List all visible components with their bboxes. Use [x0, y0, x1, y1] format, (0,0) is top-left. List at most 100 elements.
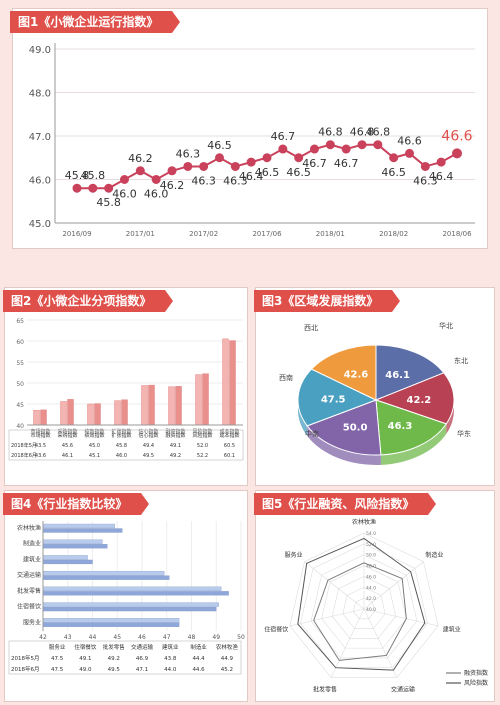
fig4-xtick-label: 50 [237, 634, 245, 641]
fig5-rtick-label: 54.0 [366, 531, 376, 537]
fig2-ytick-label: 60 [16, 339, 24, 346]
fig1-value-label: 46.4 [429, 170, 454, 183]
fig3-slice-value: 42.6 [344, 369, 369, 380]
fig4-bar [42, 539, 103, 544]
fig1-panel: 图1《小微企业运行指数》 45.0 46.0 47.0 48.0 49.0 2016/09… [10, 8, 488, 249]
fig2-table-cell: 43.6 [35, 453, 46, 459]
fig1-point [373, 140, 383, 150]
fig4-category-label: 农林牧渔 [17, 524, 41, 532]
fig3-pie-chart: 46.1 华北 42.2 东北 46.3 华东 50.0 中南 47.5 西南 42.6 西北 [279, 321, 471, 465]
fig3-slice-name: 西南 [279, 373, 293, 382]
fig4-table-cell: 49.2 [108, 656, 120, 662]
fig5-axis-line [363, 561, 424, 610]
fig5-axis-label: 农林牧渔 [352, 518, 376, 526]
fig3-panel: 图3《区域发展指数》 46.1 华北 42.2 东北 46.3 华东 50.0 中南 47.5 西… [254, 287, 495, 486]
fig5-axis-line [330, 608, 365, 678]
fig1-point [405, 148, 414, 158]
fig1-point [420, 161, 430, 171]
fig1-point [278, 144, 288, 154]
fig2-table-header: 风险指数 [192, 432, 212, 439]
fig4-xtick-label: 47 [163, 634, 171, 641]
fig4-table-header: 服务业 [49, 643, 66, 651]
fig1-point [341, 144, 351, 154]
fig1-xtick-label: 2017/06 [252, 230, 282, 238]
fig1-value-label: 46.3 [176, 147, 201, 160]
fig4-table-cell: 47.5 [51, 656, 64, 662]
fig2-ytick-label: 65 [16, 318, 24, 325]
fig2-ytick-label: 45 [16, 402, 24, 409]
fig3-slice [310, 344, 377, 401]
fig1-point [215, 153, 224, 163]
fig2-table-cell: 52.2 [197, 453, 208, 459]
fig2-table-header: 绩效指数 [84, 432, 104, 439]
fig2-bar [168, 386, 175, 426]
fig4-table-cell: 45.2 [221, 667, 233, 673]
fig1-value-label: 46.5 [286, 166, 311, 179]
fig4-table-frame [8, 640, 242, 675]
fig1-ytick-label: 46.0 [29, 176, 51, 187]
fig4-table-header: 农林牧渔 [216, 643, 239, 651]
fig1-value-label: 46.6 [441, 128, 472, 144]
fig1-point [167, 166, 177, 176]
fig2-bar [121, 399, 128, 426]
fig2-table-cell: 49.1 [170, 443, 181, 449]
fig4-table-header: 制造业 [190, 643, 207, 651]
fig2-table-cell: 49.4 [143, 443, 154, 449]
fig2-table-cell: 46.0 [116, 453, 127, 459]
fig2-bar-chart: 40 45 50 55 60 65 市场指数 采购指数 绩效指数 扩张指数 信心指数 融资指数 风险指数… [8, 318, 244, 461]
fig5-grid-ring [331, 576, 397, 639]
fig2-title: 图2《小微企业分项指数》 [3, 290, 174, 312]
fig4-table-cell: 44.4 [192, 656, 205, 662]
fig4-table-cell: 49.0 [79, 667, 92, 673]
fig3-slice-value: 50.0 [343, 422, 368, 433]
fig1-value-label: 46.3 [223, 174, 248, 187]
fig5-rtick-label: 52.0 [366, 542, 376, 548]
fig2-table-cell: 49.2 [170, 453, 181, 459]
fig2-panel: 图2《小微企业分项指数》 40 45 50 55 60 65 市场指数 采购指数 绩效指数 扩张指… [3, 287, 248, 486]
fig2-table-cell: 45.8 [116, 443, 127, 449]
fig1-xtick-label: 2018/06 [442, 230, 472, 238]
fig4-xtick-label: 49 [212, 634, 220, 641]
fig4-xtick-label: 43 [64, 634, 72, 641]
fig1-value-label: 46.7 [302, 157, 327, 170]
fig4-bar [42, 602, 219, 607]
fig2-table-cell: 52.0 [197, 443, 208, 449]
fig1-value-label: 46.6 [397, 134, 422, 147]
fig2-bar [195, 374, 202, 426]
fig4-hbar-chart: 42 43 44 45 46 47 48 49 50农林牧渔制造业建筑业交通运输批发零售住宿餐饮… [8, 521, 245, 675]
fig1-point [357, 140, 367, 150]
fig2-bar [67, 399, 74, 426]
fig4-table-header: 批发零售 [103, 643, 125, 651]
fig2-category-label: 成本指数 [219, 428, 239, 435]
fig2-table-cell: 45.0 [89, 443, 100, 449]
fig5-grid-ring [353, 597, 375, 620]
fig4-xtick-label: 48 [188, 634, 196, 641]
fig3-slice [375, 344, 445, 401]
fig4-bar [42, 559, 93, 565]
fig1-value-label: 46.8 [350, 126, 375, 139]
fig1-value-label: 46.2 [128, 152, 153, 165]
fig4-xtick-label: 44 [89, 634, 97, 641]
fig1-point [246, 157, 256, 167]
fig3-slice [297, 368, 378, 427]
fig5-rtick-label: 46.0 [366, 574, 376, 580]
fig4-category-label: 住宿餐饮 [17, 603, 41, 611]
fig3-title: 图3《区域发展指数》 [254, 290, 401, 312]
fig2-table-cell: 2018年5月 [11, 442, 37, 449]
fig5-axis-label: 住宿餐饮 [264, 626, 288, 634]
fig4-table-cell: 43.8 [164, 656, 177, 662]
fig2-table-cell: 49.5 [143, 453, 154, 459]
fig2-table-cell: 45.1 [89, 453, 100, 459]
fig1-value-label: 46.8 [366, 126, 391, 139]
fig5-rtick-label: 42.0 [366, 596, 376, 602]
fig5-axis-line [304, 561, 365, 610]
fig1-value-label: 46.5 [207, 139, 232, 152]
fig4-bar [42, 606, 217, 612]
fig4-bar [42, 570, 165, 576]
fig2-ytick-label: 55 [16, 360, 24, 367]
fig1-xtick-label: 2018/02 [379, 230, 408, 238]
fig1-title: 图1《小微企业运行指数》 [10, 11, 181, 33]
fig2-bar [87, 403, 94, 426]
fig4-xtick-label: 42 [39, 634, 47, 641]
